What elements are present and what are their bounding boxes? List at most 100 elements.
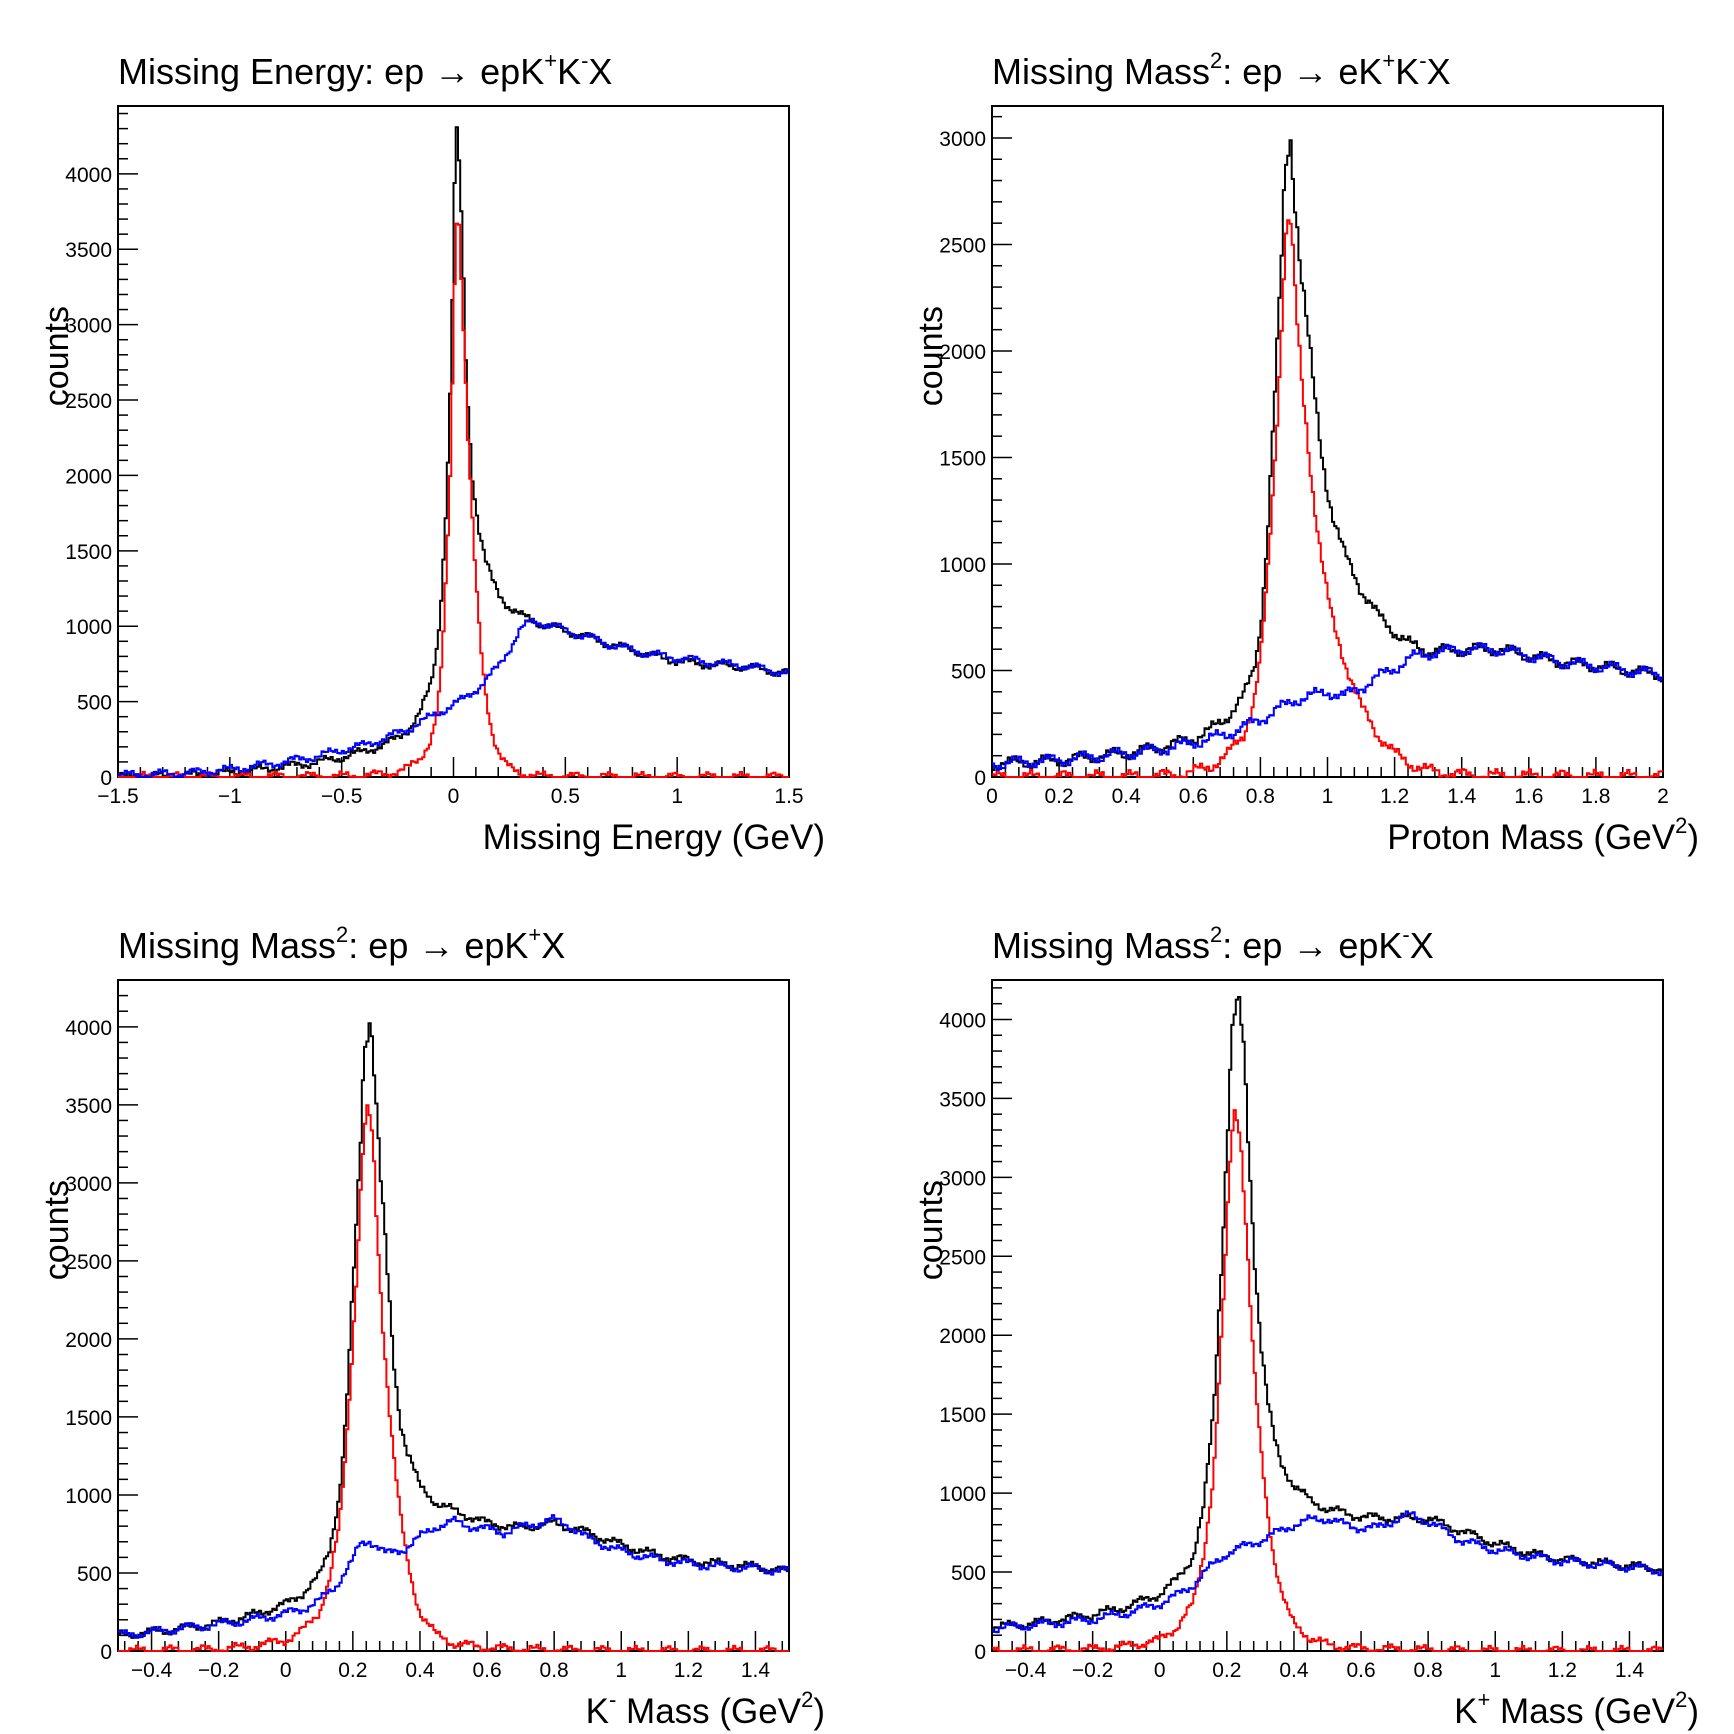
x-tick-label: 1.4: [741, 1659, 771, 1682]
x-tick-label: 0: [1154, 1659, 1166, 1682]
histogram-series-3: [992, 642, 1663, 772]
y-axis-label: counts: [912, 306, 950, 406]
x-tick-label: 0: [986, 785, 998, 808]
x-tick-label: 1: [1322, 785, 1334, 808]
x-tick-label: 0.8: [540, 1659, 569, 1682]
y-tick-label: 4000: [939, 1009, 986, 1032]
y-tick-label: 2000: [939, 341, 986, 364]
plot-frame: [991, 979, 1664, 1652]
histogram-series-2: [118, 222, 789, 778]
x-tick-label: −0.2: [1072, 1659, 1113, 1682]
x-tick-label: 0.6: [1346, 1659, 1375, 1682]
x-tick-label: 1.4: [1447, 785, 1477, 808]
y-tick-label: 4000: [65, 1017, 112, 1040]
y-tick-label: 2500: [65, 1251, 112, 1274]
x-axis-label: K+ Mass (GeV2): [1454, 1687, 1699, 1731]
histogram-series-2: [992, 219, 1663, 778]
y-tick-label: 1000: [65, 616, 112, 639]
x-tick-label: 1: [615, 1659, 627, 1682]
y-tick-label: 1500: [939, 447, 986, 470]
x-tick-label: 0.2: [1212, 1659, 1241, 1682]
y-tick-label: 1000: [939, 1483, 986, 1506]
x-tick-label: 0.2: [338, 1659, 367, 1682]
x-tick-label: 0.6: [1179, 785, 1208, 808]
x-axis-label: Proton Mass (GeV2): [1387, 813, 1699, 857]
chart-title: Missing Mass2: ep → epK+X: [118, 922, 565, 966]
x-tick-label: 0.4: [1279, 1659, 1309, 1682]
y-tick-label: 3500: [65, 239, 112, 262]
histogram-series-2: [992, 1109, 1663, 1652]
y-tick-label: 500: [77, 1563, 112, 1586]
histogram-series-3: [118, 1514, 789, 1639]
x-tick-label: −1.5: [97, 785, 138, 808]
x-tick-label: 0.8: [1414, 1659, 1443, 1682]
x-tick-label: 0.6: [472, 1659, 501, 1682]
x-tick-label: 0.4: [405, 1659, 435, 1682]
x-tick-label: −0.4: [131, 1659, 173, 1682]
x-tick-label: 1.2: [1380, 785, 1409, 808]
x-tick-label: −1: [218, 785, 242, 808]
y-tick-label: 500: [951, 1562, 986, 1585]
panel-missing-mass-proton: 0 500 1000 1500 2000 2500 3000 0 0.2 0.4 0.6 0.8 1 1.…: [912, 48, 1699, 857]
y-tick-label: 1500: [65, 1407, 112, 1430]
histogram-series-1: [118, 126, 789, 778]
y-axis-label: counts: [38, 306, 76, 406]
y-tick-label: 0: [100, 767, 112, 790]
histogram-series-1: [992, 139, 1663, 771]
x-tick-label: 0.2: [1044, 785, 1073, 808]
x-tick-label: 0.5: [551, 785, 580, 808]
x-tick-label: −0.2: [198, 1659, 239, 1682]
plot-frame: [117, 979, 790, 1652]
y-tick-label: 0: [974, 767, 986, 790]
x-tick-label: 1: [1489, 1659, 1501, 1682]
x-tick-label: 2: [1657, 785, 1669, 808]
y-tick-label: 1000: [939, 554, 986, 577]
y-tick-label: 3000: [939, 1167, 986, 1190]
histogram-series-1: [118, 1022, 789, 1639]
y-tick-label: 3000: [65, 1173, 112, 1196]
x-tick-label: 1.6: [1514, 785, 1543, 808]
y-tick-label: 4000: [65, 164, 112, 187]
y-tick-label: 500: [951, 660, 986, 683]
x-tick-label: 1.5: [774, 785, 803, 808]
histogram-series-2: [118, 1104, 789, 1652]
y-tick-label: 0: [100, 1641, 112, 1664]
x-tick-label: 1.8: [1581, 785, 1610, 808]
y-tick-label: 2000: [65, 465, 112, 488]
y-tick-label: 1000: [65, 1485, 112, 1508]
y-axis-label: counts: [38, 1180, 76, 1280]
x-tick-label: 0.8: [1246, 785, 1275, 808]
panel-missing-mass-kplus: 0 500 1000 1500 2000 2500 3000 3500 4000 −0.4 −0.2…: [912, 922, 1699, 1731]
x-tick-label: 0: [448, 785, 460, 808]
y-tick-label: 2000: [939, 1325, 986, 1348]
histogram-series-3: [118, 617, 789, 778]
x-tick-label: −0.5: [321, 785, 362, 808]
x-tick-label: 0: [280, 1659, 292, 1682]
x-tick-label: −0.4: [1005, 1659, 1047, 1682]
chart-title: Missing Energy: ep → epK+K-X: [118, 48, 612, 92]
x-tick-label: 1.2: [1548, 1659, 1577, 1682]
panel-missing-mass-kminus: 0 500 1000 1500 2000 2500 3000 3500 4000 −0.4 −0.2…: [38, 922, 825, 1731]
y-tick-label: 1500: [939, 1404, 986, 1427]
y-tick-label: 3000: [65, 315, 112, 338]
y-tick-label: 500: [77, 692, 112, 715]
x-tick-label: 1: [671, 785, 683, 808]
y-tick-label: 3000: [939, 128, 986, 151]
chart-title: Missing Mass2: ep → epK-X: [992, 922, 1434, 966]
y-tick-label: 3500: [65, 1095, 112, 1118]
y-axis-label: counts: [912, 1180, 950, 1280]
y-tick-label: 3500: [939, 1088, 986, 1111]
y-tick-label: 2000: [65, 1329, 112, 1352]
y-tick-label: 2500: [939, 234, 986, 257]
y-tick-label: 0: [974, 1641, 986, 1664]
chart-title: Missing Mass2: ep → eK+K-X: [992, 48, 1451, 92]
y-tick-label: 1500: [65, 541, 112, 564]
plot-frame: [991, 105, 1664, 778]
x-tick-label: 0.4: [1112, 785, 1142, 808]
x-axis-label: K- Mass (GeV2): [586, 1687, 825, 1731]
y-tick-label: 2500: [939, 1246, 986, 1269]
y-tick-label: 2500: [65, 390, 112, 413]
panel-missing-energy: 0 500 1000 1500 2000 2500 3000 3500 4000 −1.5 −1 −0…: [38, 48, 825, 857]
x-tick-label: 1.4: [1615, 1659, 1645, 1682]
